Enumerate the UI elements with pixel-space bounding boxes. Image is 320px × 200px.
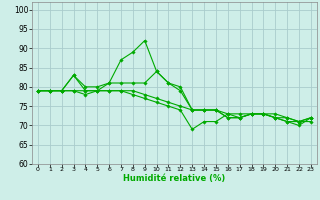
X-axis label: Humidité relative (%): Humidité relative (%) [123, 174, 226, 183]
